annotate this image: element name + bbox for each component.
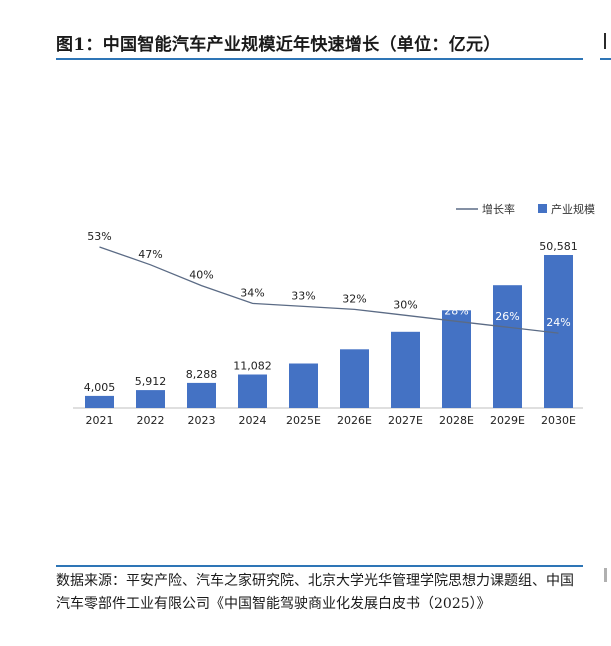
source-divider bbox=[56, 565, 583, 567]
x-tick-labels: 2021 2022 2023 2024 2025E 2026E 2027E 2028E 2029… bbox=[86, 414, 577, 427]
bar-2026E bbox=[340, 349, 369, 408]
bar-2025E bbox=[289, 363, 318, 408]
data-source-note: 数据来源：平安产险、汽车之家研究院、北京大学光华管理学院思想力课题组、中国汽车零… bbox=[56, 573, 574, 612]
growth-rate-labels: 53% 47% 40% 34% 33% 32% 30% 28% 26% 24% bbox=[87, 230, 570, 329]
bar-series bbox=[85, 255, 573, 408]
adjacent-column-glyph bbox=[604, 33, 606, 49]
bar-2021 bbox=[85, 395, 114, 408]
bar-2022 bbox=[136, 390, 165, 408]
growth-rate-label: 32% bbox=[342, 292, 366, 305]
x-tick-label: 2025E bbox=[286, 414, 321, 427]
legend-label-industry-scale: 产业规模 bbox=[551, 202, 595, 216]
growth-rate-label: 47% bbox=[138, 248, 162, 261]
growth-rate-label: 24% bbox=[546, 316, 570, 329]
bar-2023 bbox=[187, 382, 216, 408]
bar-2027E bbox=[391, 331, 420, 408]
x-tick-label: 2029E bbox=[490, 414, 525, 427]
x-tick-label: 2023 bbox=[188, 414, 216, 427]
title-divider bbox=[56, 58, 583, 60]
legend-bar-swatch bbox=[538, 204, 547, 213]
chart-legend: 增长率 产业规模 bbox=[456, 202, 595, 216]
growth-rate-label: 26% bbox=[495, 310, 519, 323]
bar-value-label: 11,082 bbox=[233, 360, 272, 373]
x-tick-label: 2024 bbox=[239, 414, 267, 427]
bar-2029E bbox=[493, 285, 522, 408]
growth-rate-label: 40% bbox=[189, 269, 213, 282]
x-tick-label: 2027E bbox=[388, 414, 423, 427]
bar-value-label: 50,581 bbox=[539, 240, 578, 253]
legend-label-growth-rate: 增长率 bbox=[482, 202, 515, 216]
growth-rate-label: 30% bbox=[393, 298, 417, 311]
adjacent-column-glyph-bottom bbox=[604, 568, 607, 582]
bar-data-labels: 4,005 5,912 8,288 11,082 50,581 bbox=[84, 240, 578, 394]
x-tick-label: 2026E bbox=[337, 414, 372, 427]
growth-rate-line bbox=[99, 246, 559, 334]
growth-rate-label: 33% bbox=[291, 289, 315, 302]
growth-rate-label: 53% bbox=[87, 230, 111, 243]
bar-2028E bbox=[442, 310, 471, 408]
x-tick-label: 2028E bbox=[439, 414, 474, 427]
bar-2024 bbox=[238, 374, 267, 408]
x-tick-label: 2030E bbox=[541, 414, 576, 427]
figure-title: 图1：中国智能汽车产业规模近年快速增长（单位：亿元） bbox=[56, 35, 501, 55]
bar-value-label: 4,005 bbox=[84, 381, 116, 394]
growth-rate-label: 28% bbox=[444, 304, 468, 317]
x-tick-label: 2022 bbox=[137, 414, 165, 427]
adjacent-column-divider bbox=[600, 58, 611, 60]
bar-value-label: 8,288 bbox=[186, 368, 218, 381]
bar-value-label: 5,912 bbox=[135, 375, 167, 388]
growth-rate-label: 34% bbox=[240, 286, 264, 299]
x-tick-label: 2021 bbox=[86, 414, 114, 427]
